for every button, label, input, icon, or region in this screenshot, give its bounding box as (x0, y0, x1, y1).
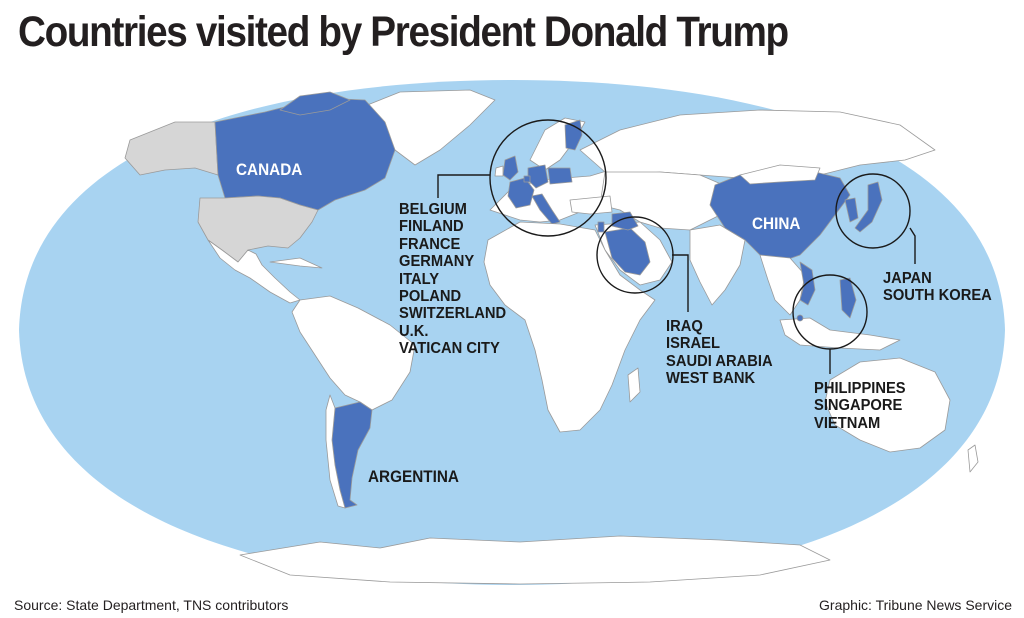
europe-country: ITALY (399, 270, 440, 288)
arctic-islands (279, 91, 351, 116)
caribbean-islands (269, 257, 323, 269)
middle-east-callout-line (672, 254, 689, 312)
east-asia-callout-circle (835, 173, 911, 249)
argentina-label: ARGENTINA (368, 467, 459, 486)
middle-east-country: WEST BANK (666, 370, 756, 388)
new-zealand (967, 444, 979, 473)
indonesia-islands (779, 317, 901, 351)
alaska-land (124, 121, 219, 176)
east-asia-country-list: JAPAN SOUTH KOREA (883, 270, 992, 305)
singapore-country (796, 314, 804, 322)
europe-country: POLAND (399, 288, 462, 306)
madagascar (627, 367, 641, 403)
map-title: Countries visited by President Donald Tr… (18, 8, 789, 56)
europe-country: FRANCE (399, 235, 461, 253)
ireland-country (494, 165, 504, 177)
east-asia-country: SOUTH KOREA (883, 287, 992, 305)
east-asia-callout-line (909, 227, 916, 264)
philippines-country (839, 277, 857, 319)
poland-country (547, 167, 573, 185)
middle-east-country-list: IRAQ ISRAEL SAUDI ARABIA WEST BANK (666, 318, 773, 388)
belgium-switzerland (523, 175, 531, 183)
saudi-arabia-country (604, 227, 651, 276)
southeast-asia-land (759, 254, 806, 316)
middle-east-country: IRAQ (666, 318, 703, 335)
mongolia-country (739, 164, 821, 185)
israel-country (597, 221, 605, 233)
europe-country: FINLAND (399, 218, 464, 236)
antarctica-land (239, 535, 831, 585)
japan-country (854, 181, 883, 233)
southeast-asia-country: SINGAPORE (814, 397, 903, 415)
southeast-asia-country-list: PHILIPPINES SINGAPORE VIETNAM (814, 380, 906, 432)
europe-country: GERMANY (399, 253, 475, 271)
southeast-asia-country: PHILIPPINES (814, 380, 906, 397)
italy-country (531, 193, 561, 225)
europe-callout-circle (489, 119, 607, 237)
east-asia-country: JAPAN (883, 270, 932, 287)
southeast-asia-country: VIETNAM (814, 414, 881, 432)
canada-label: CANADA (236, 160, 303, 179)
chile-country (325, 394, 346, 509)
middle-east-country: ISRAEL (666, 335, 720, 353)
europe-country: BELGIUM (399, 201, 467, 218)
source-note: Source: State Department, TNS contributo… (14, 597, 289, 613)
australia-land (824, 357, 951, 453)
korea-country (844, 197, 859, 223)
europe-country: SWITZERLAND (399, 305, 507, 323)
credit-note: Graphic: Tribune News Service (819, 597, 1012, 613)
mexico-central-america (207, 239, 301, 304)
europe-country-list: BELGIUM FINLAND FRANCE GERMANY ITALY POL… (399, 201, 506, 358)
middle-east-country: SAUDI ARABIA (666, 352, 773, 370)
china-label: CHINA (752, 214, 801, 233)
europe-country: VATICAN CITY (399, 340, 500, 358)
europe-country: U.K. (399, 322, 429, 340)
europe-callout-line (437, 174, 490, 198)
